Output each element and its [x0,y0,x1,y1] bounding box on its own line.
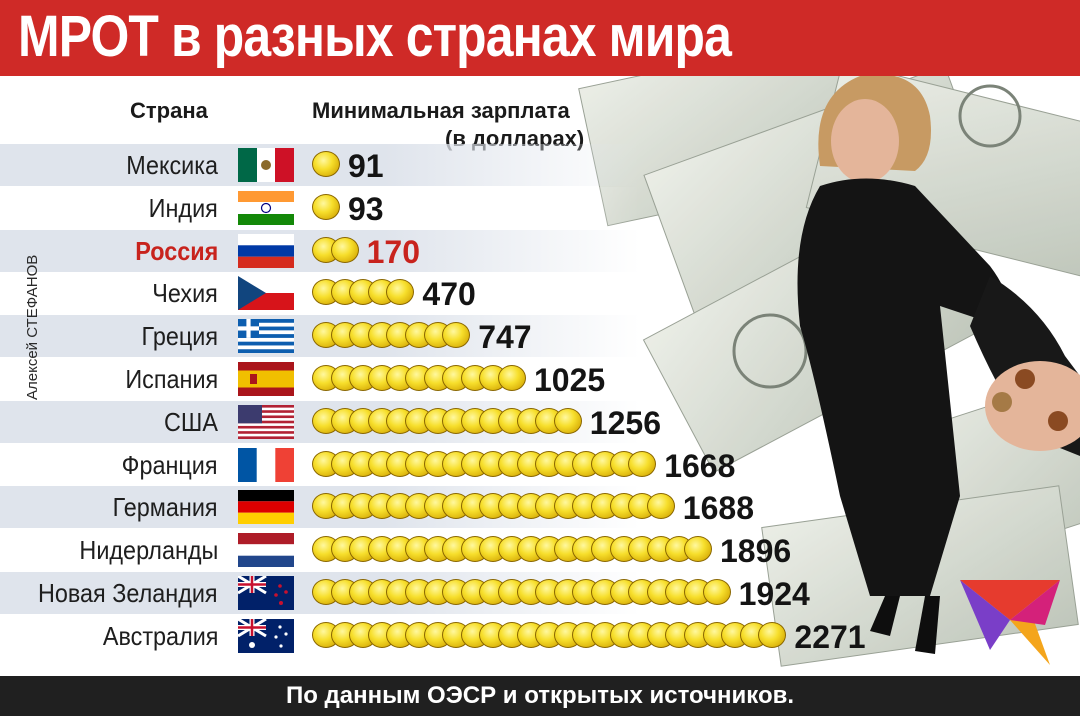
table-row: Нидерланды 1896 [0,529,1080,572]
table-row: Мексика 91 [0,144,1080,186]
russia-flag-icon [238,233,294,268]
table-row: Германия 1688 [0,486,1080,529]
country-label: Австралия [102,620,218,651]
source-note: По данным ОЭСР и открытых источников. [285,682,795,709]
coin-mark [330,236,359,263]
value-label: 170 [366,233,420,270]
header-bar: МРОТ в разных странах мира [0,0,1080,76]
country-label: Чехия [152,278,218,309]
table-row: Россия 170 [0,229,1080,272]
table-row: Индия 93 [0,186,1080,229]
australia-flag-icon [238,618,294,653]
country-label: Франция [122,449,218,480]
spain-flag-icon [238,362,294,396]
country-label: Испания [125,364,218,394]
table-row: Греция 747 [0,315,1080,358]
country-label: Россия [134,235,218,266]
table-row: Испания 1025 [0,358,1080,400]
coin-mark [386,279,415,306]
coin-mark [646,493,675,520]
country-label: Германия [113,492,218,523]
table-row: Чехия 470 [0,272,1080,315]
value-label: 1025 [534,362,606,398]
country-label: Индия [148,192,218,223]
value-label: 1668 [664,447,736,484]
value-label: 1688 [682,490,754,527]
greece-flag-icon [238,319,294,354]
value-label: 2271 [794,618,866,655]
chart-rows: Мексика 91 Индия 93 Россия 170 Чехия 470 Греция 7… [0,144,1080,664]
table-row: Франция 1668 [0,443,1080,486]
netherlands-flag-icon [238,533,294,568]
coin-mark [628,450,657,477]
column-header-country: Страна [130,98,208,123]
table-row: США 1256 [0,400,1080,443]
india-flag-icon [238,190,294,225]
coin-mark [442,322,471,349]
country-label: Мексика [126,150,218,180]
value-label: 470 [422,276,476,313]
publisher-logo [960,580,1060,665]
value-label: 93 [348,190,384,227]
value-label: 747 [478,319,532,356]
author-credit: Алексей СТЕФАНОВ [24,254,41,400]
table-row: Новая Зеландия 1924 [0,572,1080,614]
page-title: МРОТ в разных странах мира [18,4,732,69]
coin-mark [498,365,526,391]
coin-mark [312,193,340,220]
usa-flag-icon [238,404,294,439]
value-label: 1924 [738,576,810,612]
mexico-flag-icon [238,148,294,182]
new-zealand-flag-icon [238,576,294,610]
value-label: 1896 [720,533,792,570]
coin-mark [758,621,787,648]
country-label: США [164,406,218,437]
footer-bar: По данным ОЭСР и открытых источников. [0,676,1080,716]
germany-flag-icon [238,490,294,525]
country-label: Нидерланды [79,535,218,566]
country-label: Новая Зеландия [38,578,218,608]
table-row: Австралия 2271 [0,614,1080,657]
france-flag-icon [238,447,294,482]
value-label: 1256 [589,404,661,441]
country-label: Греция [141,321,218,352]
coin-mark [702,579,731,605]
coin-mark [684,536,712,563]
coin-mark [312,151,340,177]
czech-flag-icon [238,276,294,311]
coin-mark [553,407,582,434]
value-label: 91 [348,148,384,184]
column-header-wage: Минимальная зарплата [312,98,570,123]
